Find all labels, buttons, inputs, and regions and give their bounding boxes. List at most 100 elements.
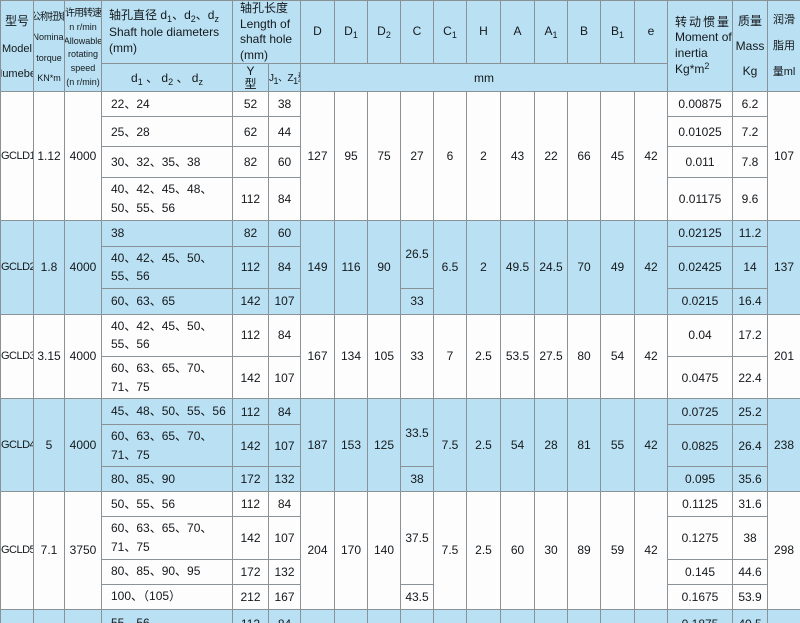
grease-amount-cell: 107 [767, 91, 800, 221]
nominal-torque-cell: 7.1 [33, 491, 65, 610]
col-header-inertia: 转动惯量 Moment of inertia Kg*m2 [667, 0, 734, 93]
dim-B-cell: 81 [567, 398, 602, 493]
grease-amount-cell: 298 [767, 491, 800, 610]
moment-of-inertia-cell: 0.1675 [667, 583, 734, 610]
torque-label-zh: 公称扭矩 [35, 12, 64, 24]
dim-A-cell: 49.5 [500, 219, 536, 315]
speed-label-l4: rotating [67, 49, 99, 60]
torque-label-unit: KN*m [37, 73, 61, 84]
mass-cell: 40.5 [732, 608, 769, 623]
header-row-1: 型号 Model Numeber 公称扭矩 Nominal torque KN*… [0, 0, 800, 93]
dim-D1-cell: 134 [334, 313, 369, 400]
model-cell: GCLD3 [0, 313, 34, 400]
moment-of-inertia-cell: 0.145 [667, 558, 734, 585]
dim-D1-cell: 116 [334, 219, 369, 315]
model-cell: GCLD4 [0, 398, 34, 493]
nominal-torque-cell: 10 [33, 608, 65, 623]
speed-label-l2: n r/min [69, 21, 97, 32]
allowable-speed-cell: 4000 [64, 219, 102, 315]
table-row: 30、32、35、38 82 60 0.011 7.8 [1, 146, 800, 179]
mass-cell: 7.2 [732, 116, 769, 148]
dim-e-cell: 47 [634, 608, 669, 623]
col-header-mass: 质量 Mass Kg [732, 0, 769, 93]
table-row: GCLD2 1.8 4000 38 82 60 149 116 90 26.5 … [0, 219, 800, 315]
jz-length-cell: 132 [267, 466, 302, 493]
torque-label-en1: Nominal [33, 32, 65, 43]
dim-A-cell: 60 [500, 491, 536, 610]
col-header-grease: 润滑 脂用 量ml [767, 0, 800, 93]
shaft-hole-diameters-cell: 55、56 [101, 608, 233, 623]
table-body: GCLD1 1.12 4000 22、24 52 38 127 95 75 27… [0, 91, 800, 623]
table-row: GCLD1 1.12 4000 22、24 52 38 127 95 75 27… [0, 91, 800, 221]
jz-type-label: J1、Z1型 [269, 73, 300, 87]
col-header-C: C [400, 0, 435, 65]
table-row: 100、（105） 212 167 43.5 0.1675 53.9 [1, 583, 800, 610]
table-row: 25、28 62 44 0.01025 7.2 [1, 116, 800, 148]
y-length-cell: 112 [232, 491, 269, 518]
dim-B-cell: 70 [567, 219, 602, 315]
dim-C-lower-cell: 38 [400, 466, 435, 493]
shaft-hole-diameters-cell: 45、48、50、55、56 [101, 398, 233, 426]
dim-C1-cell: 7.5 [433, 491, 468, 610]
dim-C-cell: 33 [400, 313, 435, 400]
subheader-y-type: Y 型 [232, 63, 269, 93]
dim-B1-cell: 54 [600, 313, 636, 400]
dim-D-cell: 187 [300, 398, 336, 493]
dim-D-cell: 149 [300, 219, 336, 315]
jz-length-cell: 84 [267, 608, 302, 623]
dim-C1-cell: 7.5 [433, 398, 468, 493]
torque-label-en2: torque [36, 52, 62, 63]
dim-B1-cell: 49 [600, 219, 636, 315]
jz-length-cell: 84 [267, 491, 302, 518]
dim-D1-cell: 95 [334, 91, 369, 221]
dim-D1-cell: 170 [334, 491, 369, 610]
table-row: 40、42、45、50、55、56 112 84 0.02425 14 [1, 245, 800, 289]
dim-C-cell: 43.5 [400, 608, 435, 623]
dim-H-cell: 2.5 [466, 313, 502, 400]
jz-length-cell: 84 [267, 313, 302, 357]
mass-cell: 38 [732, 516, 769, 560]
diameters-label-en2: (mm) [109, 41, 137, 56]
grease-amount-cell: 238 [767, 398, 800, 493]
dim-D2-cell: 90 [367, 219, 402, 315]
speed-label-l3: Allowable [64, 35, 102, 46]
nominal-torque-cell: 1.8 [33, 219, 65, 315]
col-header-speed: 许用转速 n r/min Allowable rotating speed (n… [64, 0, 102, 93]
mass-label-en1: Mass [735, 39, 765, 54]
table-row: 60、63、65、70、71、75 142 107 0.0825 26.4 [1, 424, 800, 468]
y-length-cell: 62 [232, 116, 269, 148]
dim-e-cell: 42 [634, 398, 669, 493]
dim-D2-cell: 75 [367, 91, 402, 221]
mass-cell: 31.6 [732, 491, 769, 518]
table-row: 60、63、65 142 107 33 0.0215 16.4 [1, 287, 800, 315]
grease-label-l3: 量ml [772, 65, 796, 78]
jz-length-cell: 38 [267, 91, 302, 118]
moment-of-inertia-cell: 0.0215 [667, 287, 734, 315]
grease-amount-cell: 201 [767, 313, 800, 400]
col-header-model: 型号 Model Numeber [0, 0, 34, 93]
col-header-B: B [567, 0, 602, 65]
y-length-cell: 82 [232, 146, 269, 179]
jz-length-cell: 60 [267, 219, 302, 247]
dim-C-upper-cell: 37.5 [400, 491, 435, 585]
allowable-speed-cell: 4000 [64, 91, 102, 221]
col-header-A: A [500, 0, 536, 65]
y-length-cell: 212 [232, 583, 269, 610]
y-length-cell: 142 [232, 424, 269, 468]
shaft-hole-diameters-cell: 60、63、65、70、71、75 [101, 516, 233, 560]
dim-C1-cell: 8.5 [433, 608, 468, 623]
dim-B-cell: 80 [567, 313, 602, 400]
dim-B1-cell: 55 [600, 398, 636, 493]
col-header-D1: D1 [334, 0, 369, 65]
dim-A-cell: 53.5 [500, 313, 536, 400]
jz-length-cell: 167 [267, 583, 302, 610]
shaft-hole-diameters-cell: 40、42、45、50、55、56 [101, 245, 233, 289]
shaft-hole-diameters-cell: 60、63、65、70、71、75 [101, 424, 233, 468]
length-label-en2: shaft hole [240, 32, 293, 47]
moment-of-inertia-cell: 0.04 [667, 313, 734, 357]
table-row: 60、63、65、70、71、75 142 107 0.0475 22.4 [1, 355, 800, 400]
dim-e-cell: 42 [634, 313, 669, 400]
dim-C-lower-cell: 33 [400, 287, 435, 315]
dim-D2-cell: 155 [367, 608, 402, 623]
model-label-en1: Model [2, 42, 32, 55]
